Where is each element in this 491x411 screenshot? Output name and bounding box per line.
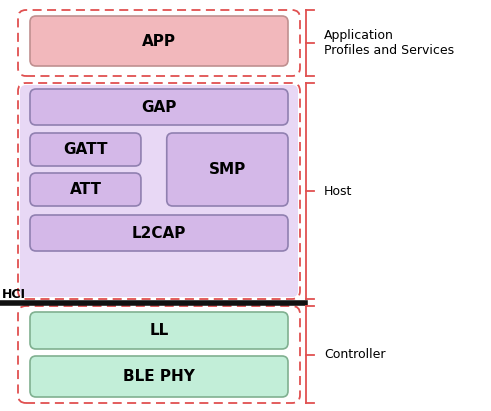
Text: GAP: GAP [141,99,177,115]
Text: Controller: Controller [324,348,385,361]
FancyBboxPatch shape [30,215,288,251]
FancyBboxPatch shape [30,89,288,125]
Text: SMP: SMP [209,162,246,177]
FancyBboxPatch shape [30,312,288,349]
FancyBboxPatch shape [167,133,288,206]
Text: HCI: HCI [2,288,26,301]
Text: GATT: GATT [63,142,108,157]
FancyBboxPatch shape [30,173,141,206]
Text: Application
Profiles and Services: Application Profiles and Services [324,29,454,57]
Text: LL: LL [149,323,168,338]
Text: BLE PHY: BLE PHY [123,369,195,384]
FancyBboxPatch shape [30,16,288,66]
Text: APP: APP [142,34,176,48]
Text: ATT: ATT [69,182,102,197]
Text: L2CAP: L2CAP [132,226,186,240]
Text: Host: Host [324,185,353,198]
FancyBboxPatch shape [30,133,141,166]
FancyBboxPatch shape [30,356,288,397]
FancyBboxPatch shape [20,85,298,297]
